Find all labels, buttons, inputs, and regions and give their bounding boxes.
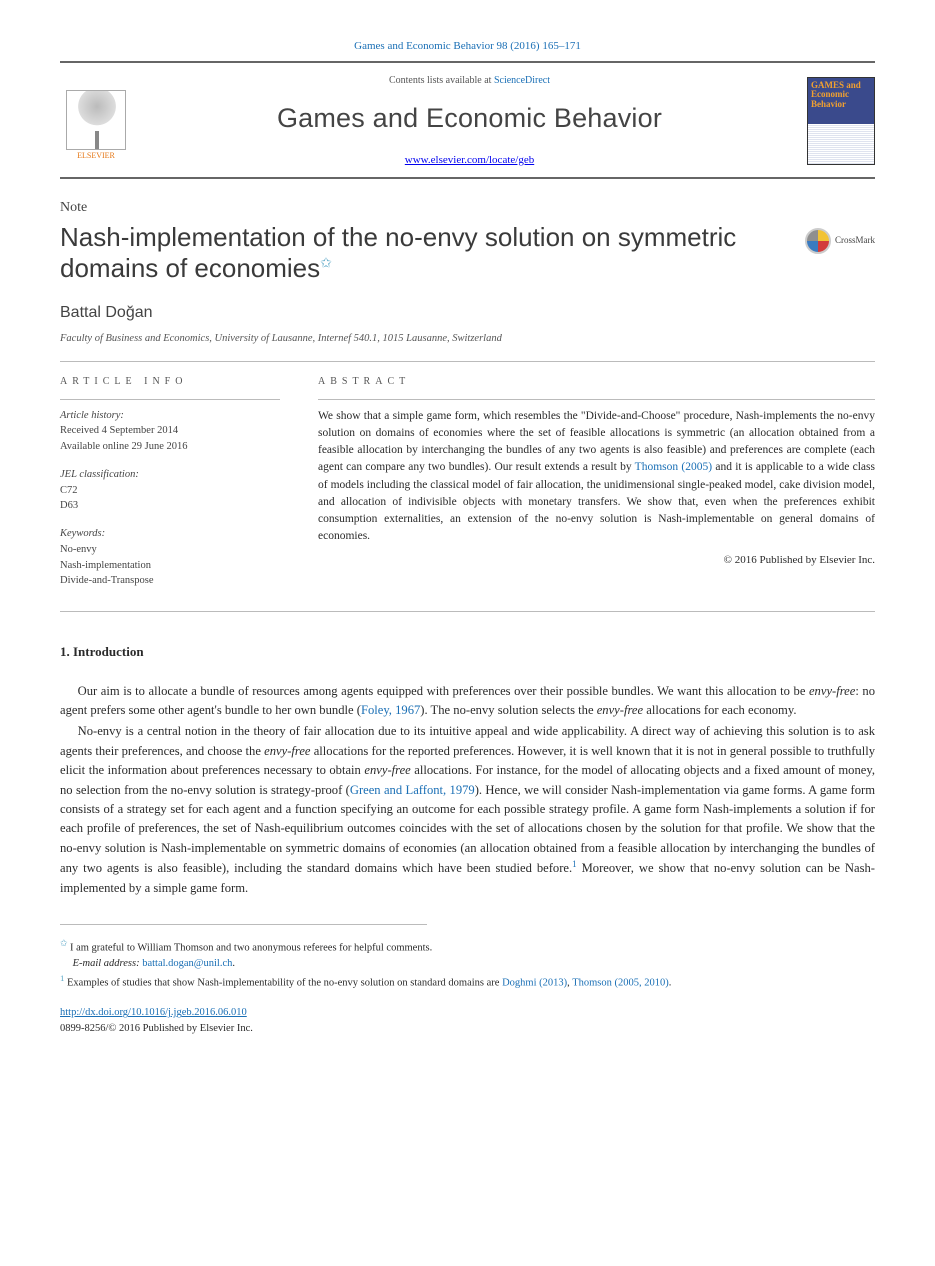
footnotes-rule-block [60,924,427,933]
term-envy-free-3: envy-free [264,744,310,758]
author-affiliation: Faculty of Business and Economics, Unive… [60,331,875,347]
keywords-label: Keywords: [60,526,280,542]
journal-name: Games and Economic Behavior [150,98,789,139]
footnote-star: ✩ I am grateful to William Thomson and t… [60,937,875,956]
journal-cover-thumbnail: GAMES and Economic Behavior [807,77,875,165]
footnote-star-text: I am grateful to William Thomson and two… [70,943,432,954]
footnote-1: 1 Examples of studies that show Nash-imp… [60,972,875,991]
footnote-email: E-mail address: battal.dogan@unil.ch. [60,956,875,972]
history-label: Article history: [60,408,280,424]
abstract-text: We show that a simple game form, which r… [318,408,875,546]
term-envy-free-2: envy-free [597,703,643,717]
publisher-name: ELSEVIER [77,150,115,162]
fn1-a: Examples of studies that show Nash-imple… [67,978,502,989]
jel-code-0: C72 [60,483,280,499]
keyword-1: Nash-implementation [60,558,280,574]
jel-label: JEL classification: [60,467,280,483]
thomson-2005-2010-link[interactable]: Thomson (2005, 2010) [572,978,669,989]
green-laffont-link[interactable]: Green and Laffont, 1979 [350,783,475,797]
title-line1: Nash-implementation of the no-envy solut… [60,222,736,252]
intro-paragraph-1: Our aim is to allocate a bundle of resou… [60,682,875,721]
sciencedirect-link[interactable]: ScienceDirect [494,75,550,86]
foley-1967-link[interactable]: Foley, 1967 [361,703,420,717]
intro-paragraph-2: No-envy is a central notion in the theor… [60,722,875,898]
term-envy-free: envy-free [809,684,855,698]
article-title: Nash-implementation of the no-envy solut… [60,222,787,285]
abstract-copyright: © 2016 Published by Elsevier Inc. [318,552,875,569]
p1-a: Our aim is to allocate a bundle of resou… [78,684,809,698]
title-line2: domains of economies [60,253,320,283]
cover-line3: Behavior [811,99,846,109]
note-label: Note [60,197,875,218]
journal-homepage-link[interactable]: www.elsevier.com/locate/geb [405,154,534,166]
elsevier-tree-icon [66,90,126,150]
email-label: E-mail address: [73,958,140,969]
contents-available: Contents lists available at ScienceDirec… [150,73,789,88]
contents-prefix: Contents lists available at [389,75,494,86]
journal-header: ELSEVIER Contents lists available at Sci… [60,61,875,179]
author-name: Battal Doğan [60,301,875,325]
star-marker: ✩ [60,938,67,948]
issn-copyright: 0899-8256/© 2016 Published by Elsevier I… [60,1023,253,1034]
keyword-0: No-envy [60,542,280,558]
author-email-link[interactable]: battal.dogan@unil.ch [142,958,232,969]
cover-line1: GAMES and [811,80,861,90]
title-footnote-marker: ✩ [320,255,332,271]
received-date: Received 4 September 2014 [60,423,280,439]
doghmi-2013-link[interactable]: Doghmi (2013) [502,978,567,989]
divider [60,611,875,612]
online-date: Available online 29 June 2016 [60,439,280,455]
cover-line2: Economic [811,89,849,99]
elsevier-logo: ELSEVIER [60,80,132,162]
abstract-heading: ABSTRACT [318,374,875,389]
p1-d: allocations for each economy. [643,703,796,717]
crossmark-icon [805,228,831,254]
fn1-marker: 1 [60,973,64,983]
journal-reference: Games and Economic Behavior 98 (2016) 16… [60,38,875,55]
section-heading-intro: 1. Introduction [60,642,875,662]
term-envy-free-4: envy-free [364,763,410,777]
thomson-2005-link[interactable]: Thomson (2005) [635,461,712,473]
article-info-heading: ARTICLE INFO [60,374,280,389]
fn1-c: . [669,978,672,989]
p1-c: ). The no-envy solution selects the [420,703,596,717]
divider [60,361,875,362]
abstract-part2: and it is applicable to a wide class of … [318,461,875,542]
doi-link[interactable]: http://dx.doi.org/10.1016/j.jgeb.2016.06… [60,1007,247,1018]
crossmark-widget[interactable]: CrossMark [805,228,875,254]
jel-code-1: D63 [60,498,280,514]
keyword-2: Divide-and-Transpose [60,573,280,589]
crossmark-label: CrossMark [835,234,875,248]
